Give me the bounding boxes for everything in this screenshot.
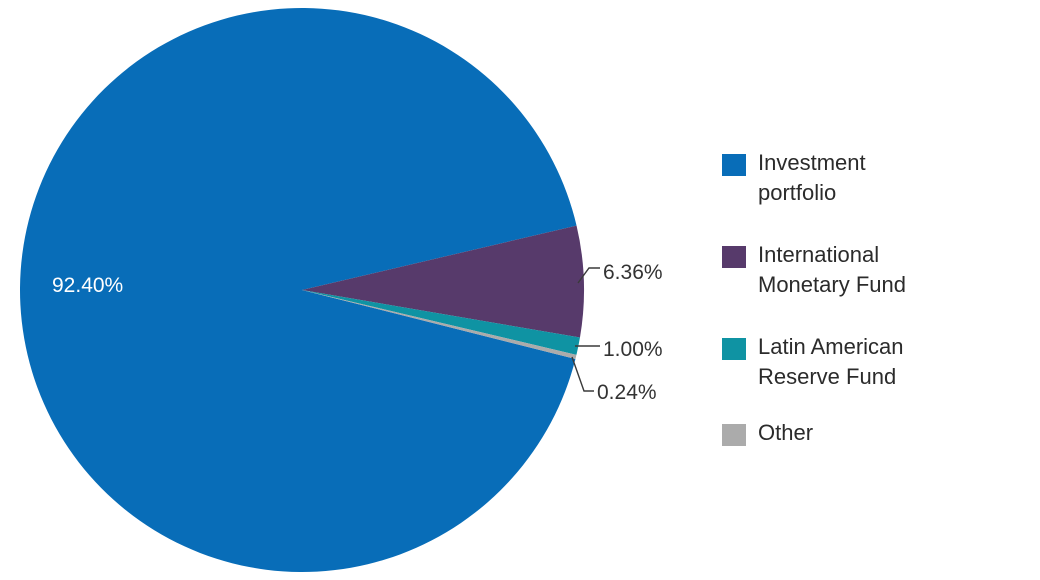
legend-swatch-investment xyxy=(722,154,746,176)
legend-swatch-imf xyxy=(722,246,746,268)
legend-item-flar: Latin American Reserve Fund xyxy=(722,332,906,392)
slice-flar xyxy=(302,290,580,355)
legend-item-imf: International Monetary Fund xyxy=(722,240,906,300)
legend: Investment portfolio International Monet… xyxy=(722,148,906,448)
legend-item-other: Other xyxy=(722,418,906,448)
slice-investment-portfolio xyxy=(20,7,577,572)
legend-item-investment-portfolio: Investment portfolio xyxy=(722,148,906,208)
label-imf: 6.36% xyxy=(603,261,663,284)
legend-swatch-other xyxy=(722,424,746,446)
label-other: 0.24% xyxy=(597,381,657,404)
slice-other xyxy=(302,290,577,359)
slice-imf xyxy=(302,225,584,338)
leader-other xyxy=(571,356,594,392)
label-flar: 1.00% xyxy=(603,338,663,361)
leader-imf xyxy=(577,267,600,284)
legend-swatch-flar xyxy=(722,338,746,360)
label-investment: 92.40% xyxy=(52,274,123,297)
